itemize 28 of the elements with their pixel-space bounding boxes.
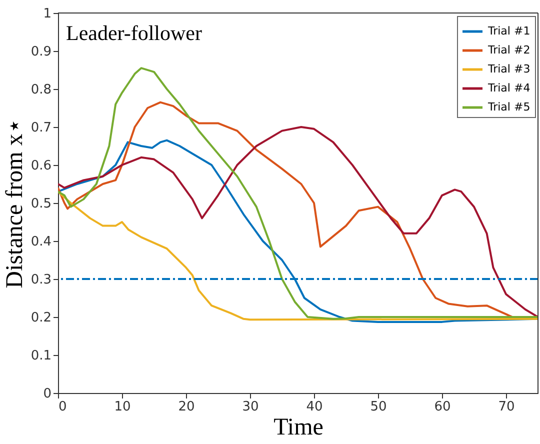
y-tick-label: 0.1 bbox=[30, 348, 52, 364]
x-tick-label: 70 bbox=[498, 400, 515, 414]
y-axis-title: Distance from x⋆ bbox=[2, 118, 28, 288]
x-tick-label: 0 bbox=[58, 400, 67, 414]
y-tick-label: 0.4 bbox=[30, 234, 52, 250]
x-axis-title: Time bbox=[274, 414, 324, 440]
y-tick-label: 0 bbox=[43, 386, 52, 402]
legend-label: Trial #5 bbox=[487, 100, 530, 114]
x-tick-label: 20 bbox=[178, 400, 195, 414]
legend-label: Trial #3 bbox=[487, 62, 530, 76]
y-tick-label: 0.5 bbox=[30, 196, 52, 212]
line-series bbox=[58, 190, 538, 321]
y-tick-label: 0.9 bbox=[30, 44, 52, 60]
legend-label: Trial #4 bbox=[487, 82, 530, 94]
x-tick-label: 30 bbox=[242, 400, 259, 414]
y-tick-label: 0.7 bbox=[30, 120, 52, 136]
x-tick-label: 40 bbox=[306, 400, 323, 414]
y-tick-label: 0.2 bbox=[30, 310, 52, 326]
y-tick-label: 0.8 bbox=[30, 82, 52, 98]
annotation: Leader-follower bbox=[66, 21, 202, 45]
x-tick-label: 50 bbox=[370, 400, 387, 414]
x-tick-label: 10 bbox=[114, 400, 131, 414]
y-tick-label: 1 bbox=[43, 6, 52, 22]
y-tick-label: 0.3 bbox=[30, 272, 52, 288]
legend-label: Trial #2 bbox=[487, 44, 530, 56]
legend-label: Trial #1 bbox=[487, 24, 530, 38]
y-tick-label: 0.6 bbox=[30, 158, 52, 174]
x-tick-label: 60 bbox=[434, 400, 451, 414]
